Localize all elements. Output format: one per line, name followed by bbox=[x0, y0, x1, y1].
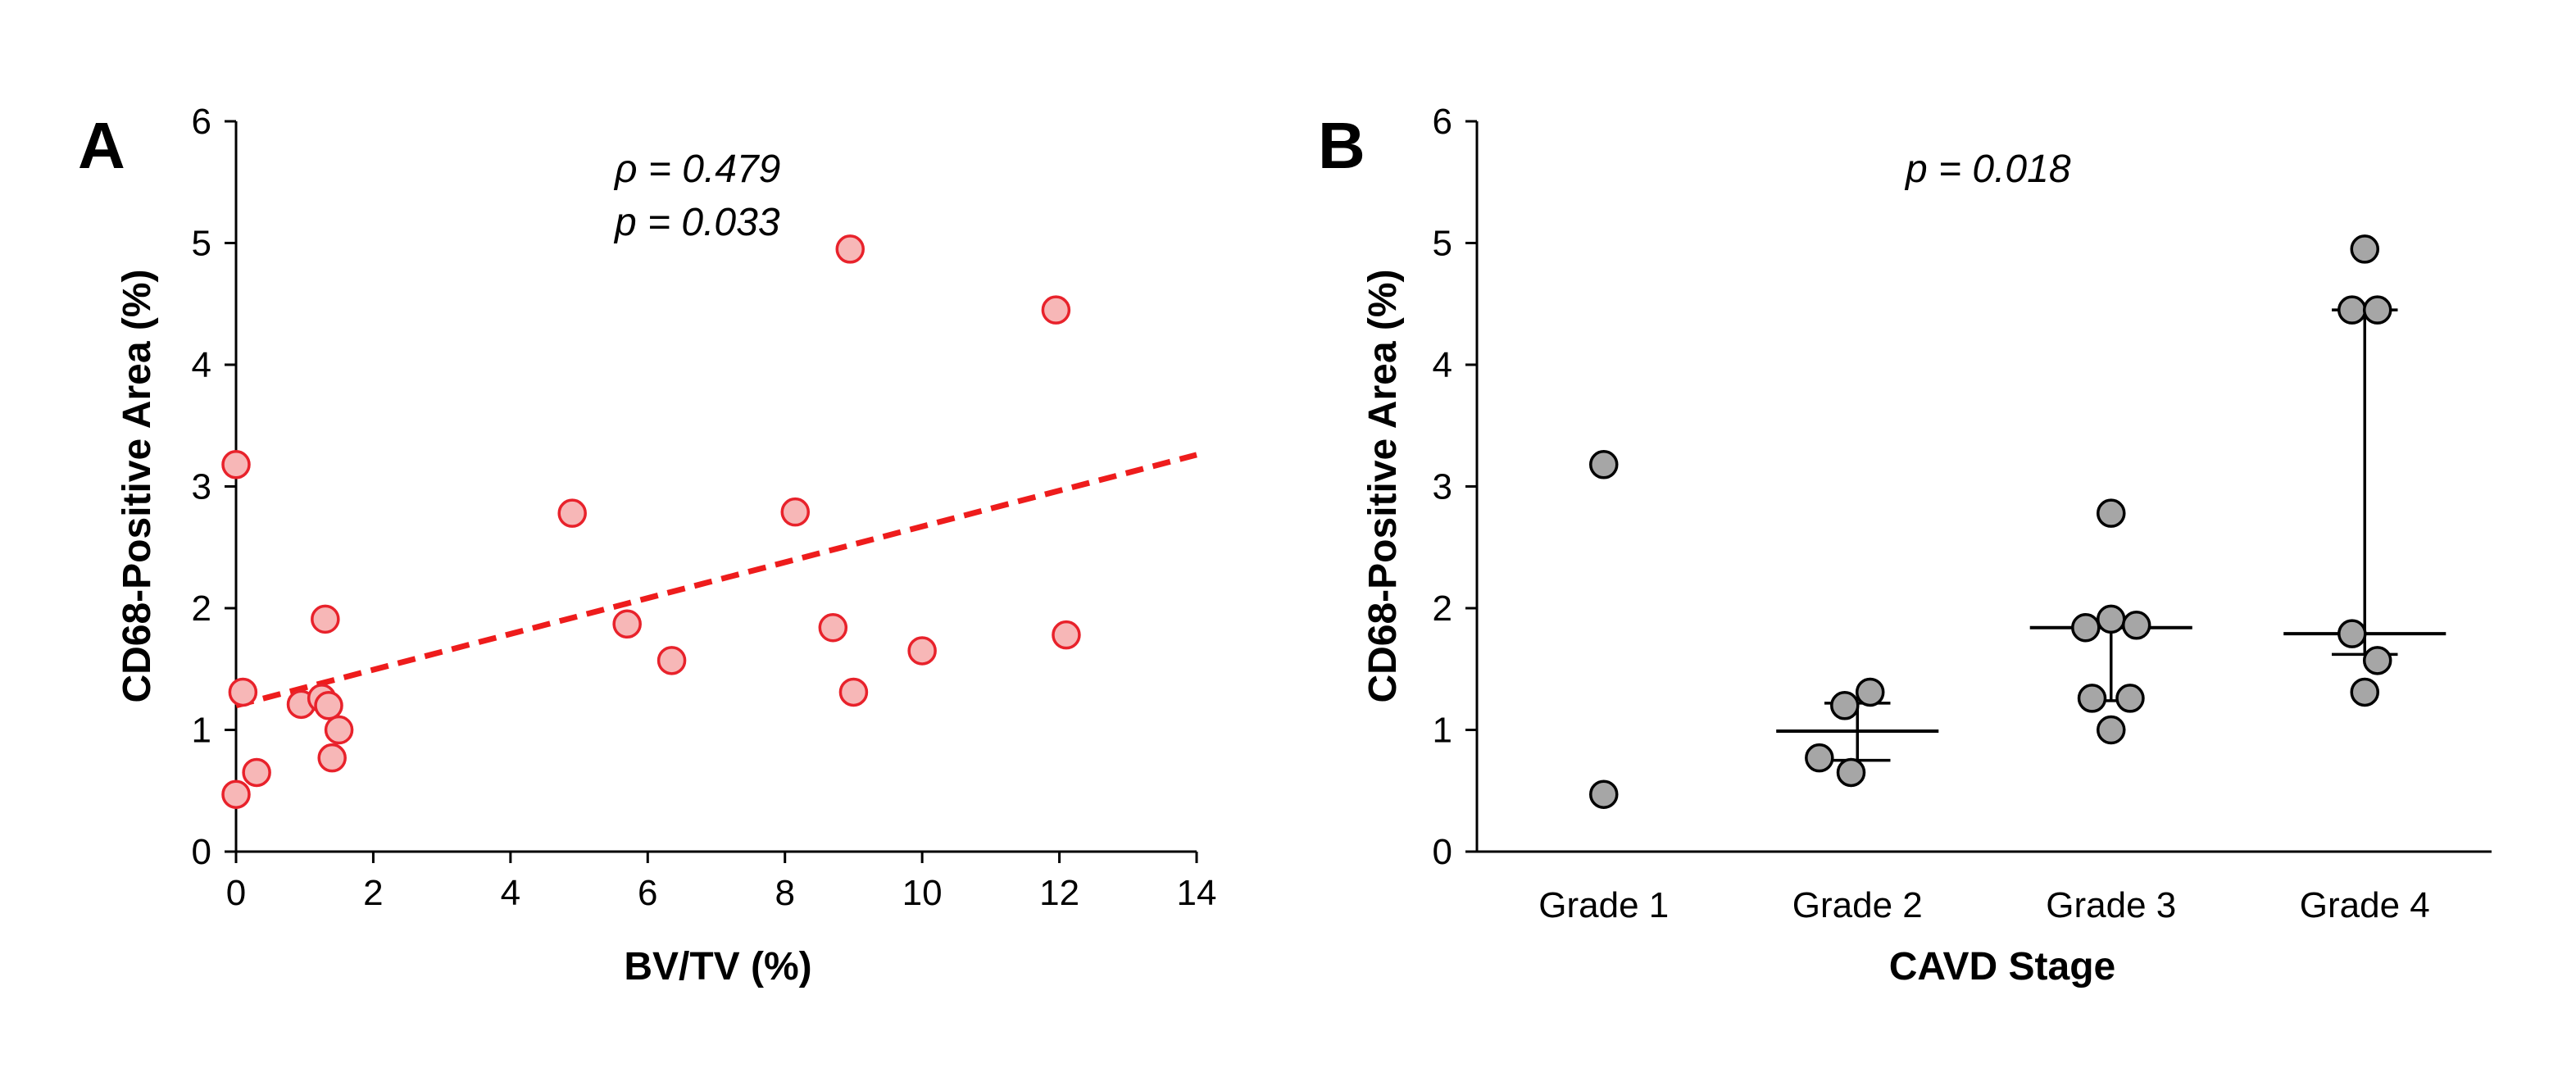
panel-a-data-point bbox=[838, 677, 869, 707]
panel-a-p-annotation: p = 0.033 bbox=[613, 201, 780, 244]
panel-a-x-tick-label: 6 bbox=[638, 873, 657, 913]
panel-a-data-point bbox=[907, 636, 937, 666]
panel-a-data-point bbox=[317, 743, 347, 773]
panel-a-data-point bbox=[780, 497, 811, 527]
panel-a-y-axis-title: CD68-Positive Area (%) bbox=[116, 269, 159, 702]
panel-b-y-tick-label: 2 bbox=[1433, 589, 1452, 629]
panel-b-data-point bbox=[2077, 684, 2107, 713]
panel-a-label: A bbox=[78, 109, 125, 182]
panel-b-data-point bbox=[2350, 677, 2379, 707]
panel-b-category-label: Grade 4 bbox=[2300, 885, 2430, 925]
panel-a-x-tick-label: 12 bbox=[1039, 873, 1079, 913]
panel-a-x-tick-label: 14 bbox=[1177, 873, 1217, 913]
panel-a-data-point bbox=[314, 691, 343, 720]
panel-b-data-point bbox=[2362, 646, 2392, 675]
panel-a-x-tick-label: 8 bbox=[775, 873, 794, 913]
panel-b-data-point bbox=[1836, 757, 1866, 788]
panel-b-data-point bbox=[2337, 619, 2367, 648]
panel-b-data-point bbox=[1589, 779, 1619, 809]
panel-b-y-tick-label: 4 bbox=[1433, 345, 1452, 385]
panel-a-points bbox=[221, 234, 1081, 809]
panel-a-data-point bbox=[228, 677, 258, 707]
panel-b-data-point bbox=[2115, 684, 2145, 713]
panel-a-y-tick-label: 5 bbox=[192, 224, 211, 264]
panel-b-data-point bbox=[1589, 450, 1619, 479]
panel-b-y-tick-label: 5 bbox=[1433, 224, 1452, 264]
panel-a-x-tick-label: 10 bbox=[902, 873, 943, 913]
panel-b-data-point bbox=[2071, 613, 2101, 643]
panel-b-y-tick-label: 3 bbox=[1433, 467, 1452, 507]
panel-a-trendline-group bbox=[235, 452, 1197, 709]
panel-a-y-tick-label: 2 bbox=[192, 589, 211, 629]
panel-b-y-axis-title: CD68-Positive Area (%) bbox=[1361, 269, 1405, 702]
panel-a-data-point bbox=[221, 450, 251, 479]
panel-a-y-tick-label: 0 bbox=[192, 832, 211, 872]
panel-b-data-point bbox=[1830, 691, 1860, 720]
panel-b-data-point bbox=[2121, 611, 2151, 640]
panel-b-category-label: Grade 1 bbox=[1538, 885, 1669, 925]
panel-b-y-tick-label: 1 bbox=[1433, 711, 1452, 751]
panel-b-y-tick-label: 6 bbox=[1433, 102, 1452, 142]
panel-b-category-label: Grade 3 bbox=[2046, 885, 2176, 925]
panel-b-category-label: Grade 2 bbox=[1792, 885, 1923, 925]
panel-a-data-point bbox=[311, 604, 340, 634]
panel-b: B 0 1 2 3 4 5 6 Grade 1 Grade 2 Grade 3 Grade 4 CA… bbox=[1318, 102, 2492, 988]
panel-b-ticks: 0 1 2 3 4 5 6 Grade 1 Grade 2 Grade 3 Grade 4 bbox=[1433, 102, 2430, 925]
panel-b-data-point bbox=[2097, 604, 2126, 634]
panel-b-data-point bbox=[2350, 234, 2379, 264]
panel-b-x-axis-title: CAVD Stage bbox=[1889, 945, 2116, 988]
panel-a-data-point bbox=[818, 613, 848, 643]
panel-a-y-tick-label: 6 bbox=[192, 102, 211, 142]
panel-a-rho-annotation: ρ = 0.479 bbox=[613, 148, 780, 191]
panel-b-p-annotation: p = 0.018 bbox=[1904, 148, 2071, 191]
panel-b-y-tick-label: 0 bbox=[1433, 832, 1452, 872]
panel-a-data-point bbox=[1052, 620, 1081, 650]
panel-b-points bbox=[1589, 234, 2392, 809]
panel-a-data-point bbox=[1041, 295, 1071, 325]
panel-a-data-point bbox=[656, 646, 687, 675]
panel-a-data-point bbox=[324, 715, 354, 745]
panel-a-x-tick-label: 4 bbox=[501, 873, 520, 913]
panel-b-axes bbox=[1475, 121, 2492, 853]
panel-a-x-axis-title: BV/TV (%) bbox=[624, 945, 811, 988]
panel-a-trendline bbox=[235, 452, 1197, 709]
panel-a-data-point bbox=[835, 234, 865, 264]
panel-a-y-tick-label: 4 bbox=[192, 345, 211, 385]
panel-a-y-tick-label: 1 bbox=[192, 711, 211, 751]
panel-b-data-point bbox=[1855, 677, 1885, 707]
panel-a-data-point bbox=[612, 609, 642, 639]
panel-b-data-point bbox=[2362, 295, 2392, 325]
panel-b-label: B bbox=[1318, 109, 1365, 182]
panel-b-data-point bbox=[2097, 715, 2126, 745]
panel-a-x-tick-label: 0 bbox=[226, 873, 246, 913]
panel-a-data-point bbox=[557, 498, 587, 528]
panel-b-data-point bbox=[2337, 295, 2367, 325]
panel-a-y-tick-label: 3 bbox=[192, 467, 211, 507]
panel-a-data-point bbox=[242, 757, 271, 788]
panel-b-data-point bbox=[1805, 743, 1834, 773]
panel-b-data-point bbox=[2097, 498, 2126, 528]
panel-a-x-tick-label: 2 bbox=[363, 873, 383, 913]
panel-a-data-point bbox=[221, 779, 251, 809]
